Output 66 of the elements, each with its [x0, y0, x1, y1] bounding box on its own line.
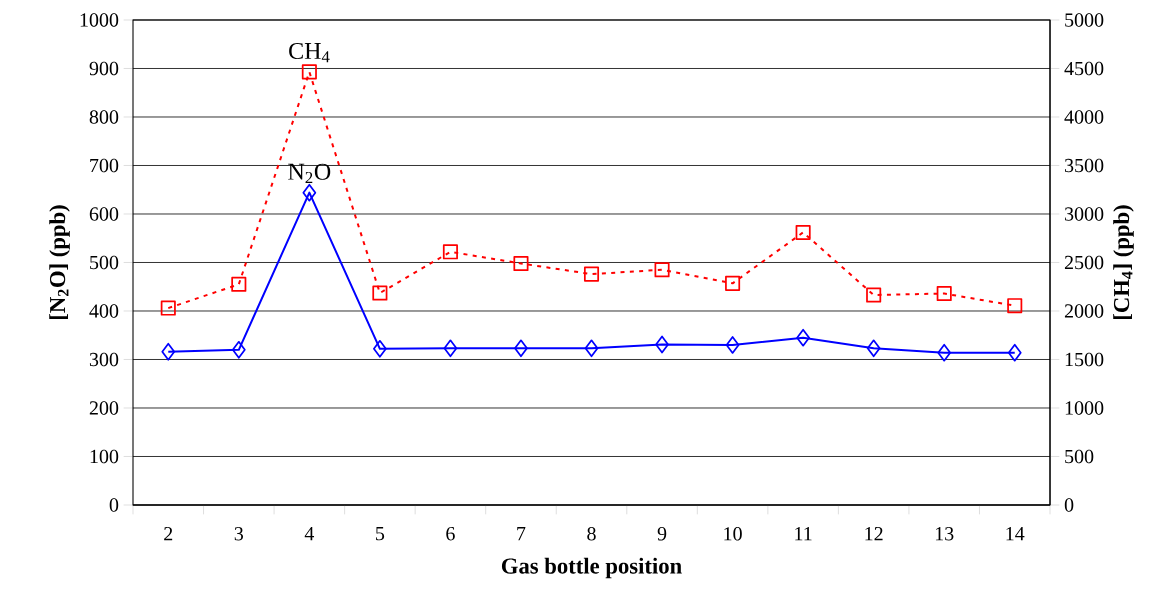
point: [372, 285, 388, 301]
point: [583, 266, 600, 282]
point: [725, 336, 740, 354]
y2-tick-label: 1000: [1065, 401, 1104, 415]
x-tick-label: 2: [164, 527, 173, 541]
point: [866, 339, 881, 358]
point: [160, 300, 176, 316]
x-tick-label: 5: [376, 527, 385, 541]
point: [302, 183, 317, 202]
y2-tick-label: 3000: [1065, 207, 1104, 221]
x-tick-label: 10: [724, 527, 742, 541]
y-tick-label: 900: [89, 61, 119, 76]
point: [796, 328, 810, 347]
x-tick-label: 3: [234, 527, 244, 541]
y-tick-label: 600: [89, 207, 119, 221]
x-tick-label: 14: [1006, 527, 1025, 541]
y2-tick-label: 2000: [1064, 304, 1104, 318]
x-tick-label: 9: [657, 527, 667, 541]
point: [866, 287, 882, 303]
x-tick-label: 7: [517, 527, 526, 541]
x-axis-title: Gas bottle position: [501, 557, 682, 579]
x-tick-label: 11: [795, 527, 812, 541]
x-tick-label: 8: [587, 527, 596, 541]
y-tick-label: 400: [89, 304, 119, 318]
point: [161, 342, 176, 361]
point: [937, 343, 952, 362]
y-tick-label: 700: [90, 158, 119, 173]
point: [231, 276, 247, 292]
point: [513, 255, 529, 271]
point: [655, 335, 669, 354]
y2-tick-label: 2500: [1064, 255, 1104, 270]
point: [725, 275, 741, 291]
y2-axis-title: [CH$_{4}$] (ppb): [1113, 205, 1134, 319]
point: [936, 286, 952, 302]
series-label: CH$_{4}$: [289, 42, 330, 63]
y-tick-label: 300: [89, 352, 119, 367]
point: [1007, 343, 1022, 362]
y-tick-label: 0: [109, 498, 119, 512]
y-axis-title: [N$_{2}$O] (ppb): [49, 205, 70, 319]
point: [1007, 298, 1023, 314]
x-tick-label: 6: [446, 527, 455, 541]
point: [584, 339, 599, 358]
x-tick-label: 4: [304, 527, 315, 541]
y-tick-label: 100: [90, 449, 119, 464]
y2-tick-label: 3500: [1065, 158, 1104, 173]
x-tick-label: 13: [935, 527, 954, 541]
point: [443, 339, 458, 358]
y-tick-label: 1000: [80, 13, 119, 27]
point: [795, 224, 811, 240]
point: [301, 64, 317, 80]
series-label: N$_{2}$O: [288, 163, 331, 184]
y2-tick-label: 5000: [1065, 13, 1104, 27]
y-tick-label: 800: [89, 110, 119, 124]
point: [231, 340, 246, 359]
y2-tick-label: 500: [1065, 449, 1094, 464]
y2-tick-label: 1500: [1065, 352, 1104, 367]
point: [373, 339, 387, 358]
y-tick-label: 500: [90, 255, 119, 270]
x-tick-label: 12: [865, 527, 883, 541]
y2-tick-label: 4500: [1064, 61, 1104, 76]
point: [654, 262, 670, 278]
y-tick-label: 200: [89, 401, 119, 415]
point: [442, 244, 458, 260]
y2-tick-label: 0: [1064, 498, 1074, 512]
point: [514, 339, 528, 358]
y2-tick-label: 4000: [1064, 110, 1104, 124]
